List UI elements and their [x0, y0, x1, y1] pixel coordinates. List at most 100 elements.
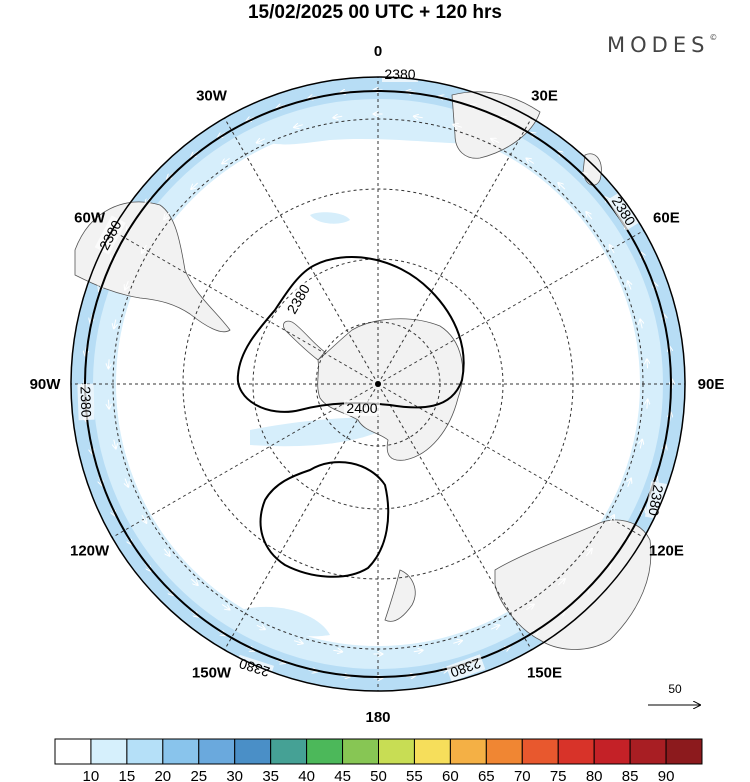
wind-vector: [257, 139, 266, 143]
wind-vector: [647, 400, 648, 409]
colorbar-swatch: [557, 738, 595, 765]
contour-label: 2380: [644, 481, 667, 520]
land-masses: [74, 91, 652, 650]
antarctica-land: [317, 318, 464, 461]
svg-text:2380: 2380: [77, 386, 94, 418]
wind-vector: [557, 579, 565, 586]
longitude-label: 150E: [527, 664, 562, 681]
wind-vector: [558, 151, 566, 158]
wind-vector: [582, 589, 589, 596]
colorbar-swatch: [198, 738, 236, 765]
antarctic-peninsula: [283, 320, 326, 361]
colorbar-label: 30: [226, 768, 243, 782]
svg-text:2380: 2380: [645, 484, 666, 518]
wind-vector: [414, 116, 423, 117]
wind-vector: [453, 641, 462, 644]
wind-vector: [222, 157, 230, 163]
wind-vector: [333, 116, 343, 117]
wind-vector: [190, 578, 198, 585]
colorbar-swatch: [306, 738, 344, 765]
wind-reference-label: 50: [668, 682, 682, 696]
longitude-labels: 0 30E 60E 90E 120E 150E 180 150W 120W 90W 60W 30W: [30, 43, 725, 726]
copyright-mark: ©: [709, 33, 718, 42]
wind-vector: [610, 245, 615, 254]
map-title: 15/02/2025 00 UTC + 120 hrs: [247, 2, 503, 23]
wind-vector: [628, 479, 631, 487]
longitude-label: 120E: [649, 543, 684, 560]
wind-vector: [125, 281, 128, 289]
svg-text:2380: 2380: [384, 66, 415, 82]
wind-vector: [526, 158, 535, 164]
colorbar-label: 55: [406, 768, 423, 782]
wind-vector: [526, 605, 533, 611]
colorbar-swatch: [485, 738, 523, 765]
longitude-label: 180: [365, 709, 390, 726]
colorbar-label: 35: [262, 768, 279, 782]
longitude-label: 30W: [196, 88, 228, 105]
contour-2400-loop: [259, 461, 390, 578]
colorbar-swatch: [126, 738, 164, 765]
wind-vector: [586, 212, 593, 220]
wind-vector: [583, 173, 590, 180]
colorbar-label: 15: [119, 768, 136, 782]
colorbar-label: 45: [334, 768, 351, 782]
australia-land: [494, 519, 652, 650]
wind-vector: [167, 172, 174, 179]
svg-text:2400: 2400: [346, 400, 377, 416]
wind-vector: [108, 359, 109, 368]
colorbar-label: 90: [658, 768, 675, 782]
colorbar-swatch: [234, 738, 272, 765]
contour-label: 2380: [77, 383, 95, 421]
colorbar-swatch: [90, 738, 128, 765]
wind-vector: [491, 139, 500, 143]
wind-vector: [585, 549, 592, 557]
wind-vector: [164, 211, 171, 219]
wind-vector: [256, 625, 265, 629]
colorbar-label: 70: [514, 768, 531, 782]
longitude-label: 90E: [698, 376, 725, 393]
colorbar-swatch: [378, 738, 415, 765]
colorbar-swatch: [270, 738, 308, 765]
colorbar-swatch: [413, 738, 451, 765]
longitude-label: 60E: [653, 210, 680, 227]
wind-vector: [191, 150, 199, 157]
wind-vector: [293, 641, 303, 644]
colorbar-swatch: [449, 738, 487, 765]
wind-vector: [221, 604, 229, 610]
wind-vector: [640, 440, 642, 449]
wind-vector: [125, 478, 128, 487]
brand-name: MODES: [607, 33, 710, 57]
longitude-label: 0: [374, 43, 382, 60]
wind-vector: [114, 319, 116, 329]
longitude-label: 90W: [30, 376, 62, 393]
wind-vector: [108, 399, 109, 409]
wind-vector: [114, 439, 116, 449]
colorbar-label: 80: [586, 768, 603, 782]
colorbar-label: 10: [83, 768, 100, 782]
wind-vector: [163, 548, 170, 556]
colorbar-label: 40: [298, 768, 315, 782]
new-zealand-land: [384, 569, 416, 622]
colorbar-swatch: [629, 738, 667, 765]
colorbar-swatch: [162, 738, 200, 765]
longitude-label: 150W: [192, 664, 232, 681]
wind-vector: [490, 625, 499, 629]
wind-vector: [453, 125, 463, 128]
colorbar-label: 50: [370, 768, 387, 782]
wind-vector: [145, 196, 152, 204]
pole-marker: [375, 381, 381, 387]
colorbar-swatch: [342, 738, 379, 765]
wind-vector: [604, 564, 611, 572]
colorbar-swatch: [593, 738, 631, 765]
wind-vector: [558, 183, 566, 190]
wind-vector: [142, 514, 147, 523]
wind-vector: [647, 359, 648, 369]
wind-vector: [142, 244, 147, 253]
wind-vector: [640, 320, 642, 329]
wind-vector: [333, 650, 342, 651]
map-boundary: [70, 76, 686, 692]
wind-vector: [144, 563, 151, 571]
colorbar-swatch: [54, 738, 92, 765]
wind-vector: [413, 650, 423, 651]
